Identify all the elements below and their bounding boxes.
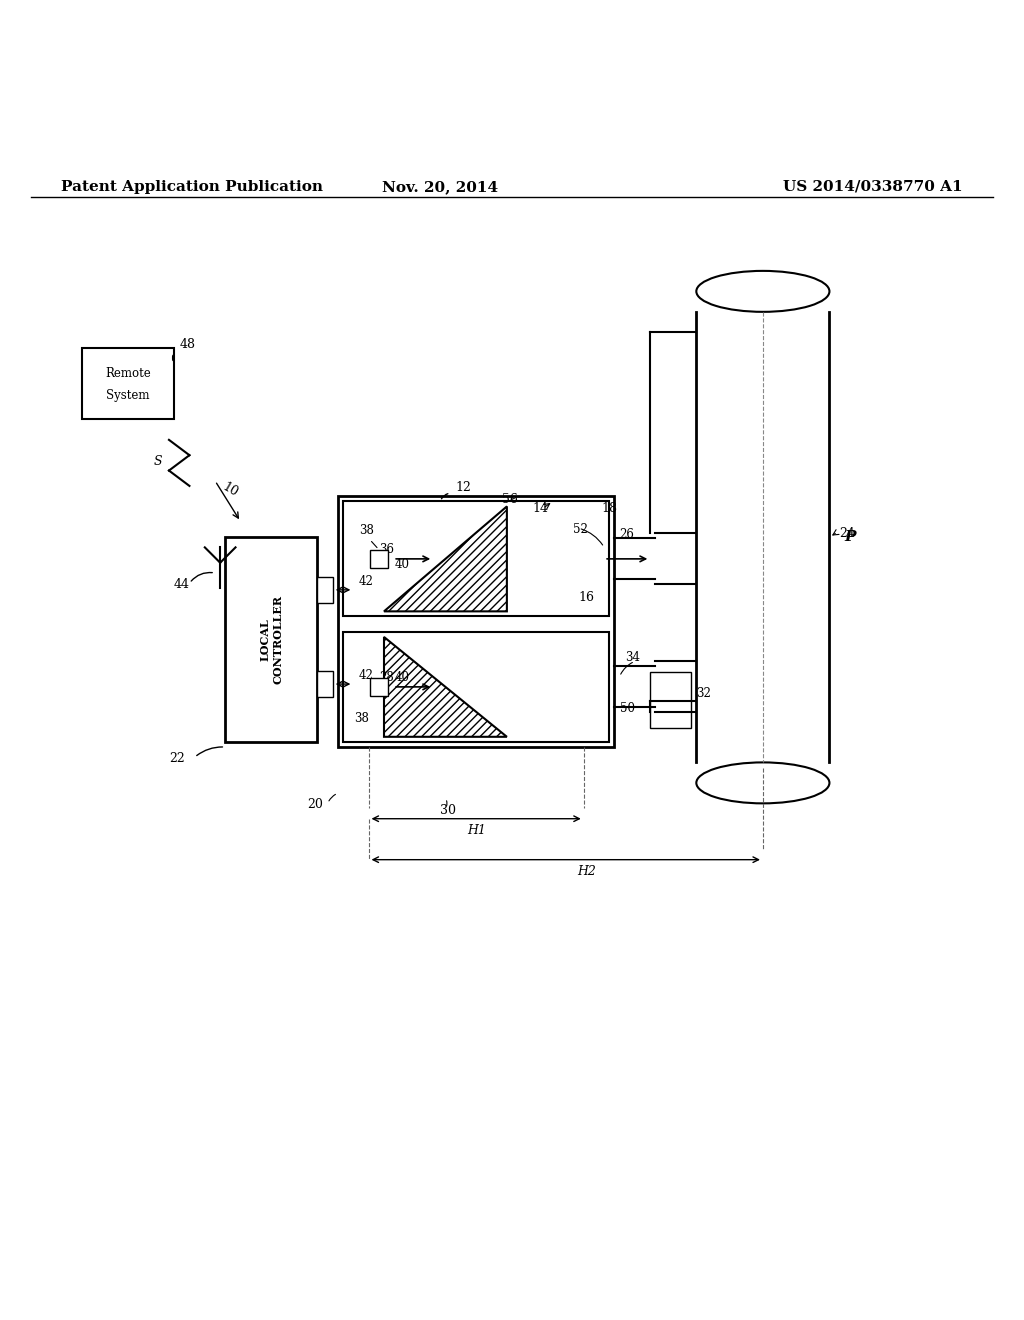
Text: Remote: Remote [105, 367, 151, 380]
Text: H2: H2 [577, 865, 596, 878]
Polygon shape [384, 507, 507, 611]
Bar [225, 537, 317, 742]
Text: 34: 34 [625, 651, 640, 664]
Text: S: S [154, 455, 162, 469]
Text: 22: 22 [169, 752, 184, 766]
Bar [317, 577, 333, 603]
Bar [82, 347, 174, 420]
Text: 10: 10 [220, 480, 241, 499]
Bar [370, 549, 388, 568]
Text: 56: 56 [502, 494, 518, 507]
Text: 30: 30 [440, 804, 457, 817]
Text: 12: 12 [456, 480, 472, 494]
Text: 28: 28 [379, 672, 393, 684]
Text: 50: 50 [620, 702, 635, 715]
Text: 44: 44 [174, 578, 190, 591]
Text: 32: 32 [696, 688, 712, 700]
Bar [338, 496, 614, 747]
Text: 18: 18 [601, 502, 617, 515]
Bar [317, 672, 333, 697]
Text: System: System [106, 389, 150, 403]
Text: P: P [845, 531, 856, 544]
Text: 42: 42 [358, 669, 374, 682]
Bar [650, 672, 691, 727]
Text: Nov. 20, 2014: Nov. 20, 2014 [382, 180, 499, 194]
Text: 20: 20 [307, 799, 324, 812]
Bar [343, 502, 609, 616]
Text: 40: 40 [394, 558, 410, 572]
Text: 26: 26 [620, 528, 635, 541]
Text: H1: H1 [467, 824, 485, 837]
Text: LOCAL
CONTROLLER: LOCAL CONTROLLER [259, 595, 284, 684]
Polygon shape [384, 638, 507, 737]
Text: 36: 36 [379, 543, 394, 556]
Text: 38: 38 [359, 524, 375, 537]
Ellipse shape [696, 271, 829, 312]
Text: 40: 40 [394, 672, 410, 684]
Text: 52: 52 [573, 523, 589, 536]
Text: 42: 42 [358, 574, 374, 587]
Text: 24: 24 [840, 527, 856, 540]
Bar [370, 677, 388, 696]
Text: 16: 16 [579, 590, 595, 603]
Text: Patent Application Publication: Patent Application Publication [61, 180, 324, 194]
Text: 38: 38 [354, 711, 370, 725]
Text: 14: 14 [532, 502, 549, 515]
Text: US 2014/0338770 A1: US 2014/0338770 A1 [783, 180, 963, 194]
Ellipse shape [696, 763, 829, 804]
Text: 48: 48 [179, 338, 196, 351]
Bar [343, 632, 609, 742]
